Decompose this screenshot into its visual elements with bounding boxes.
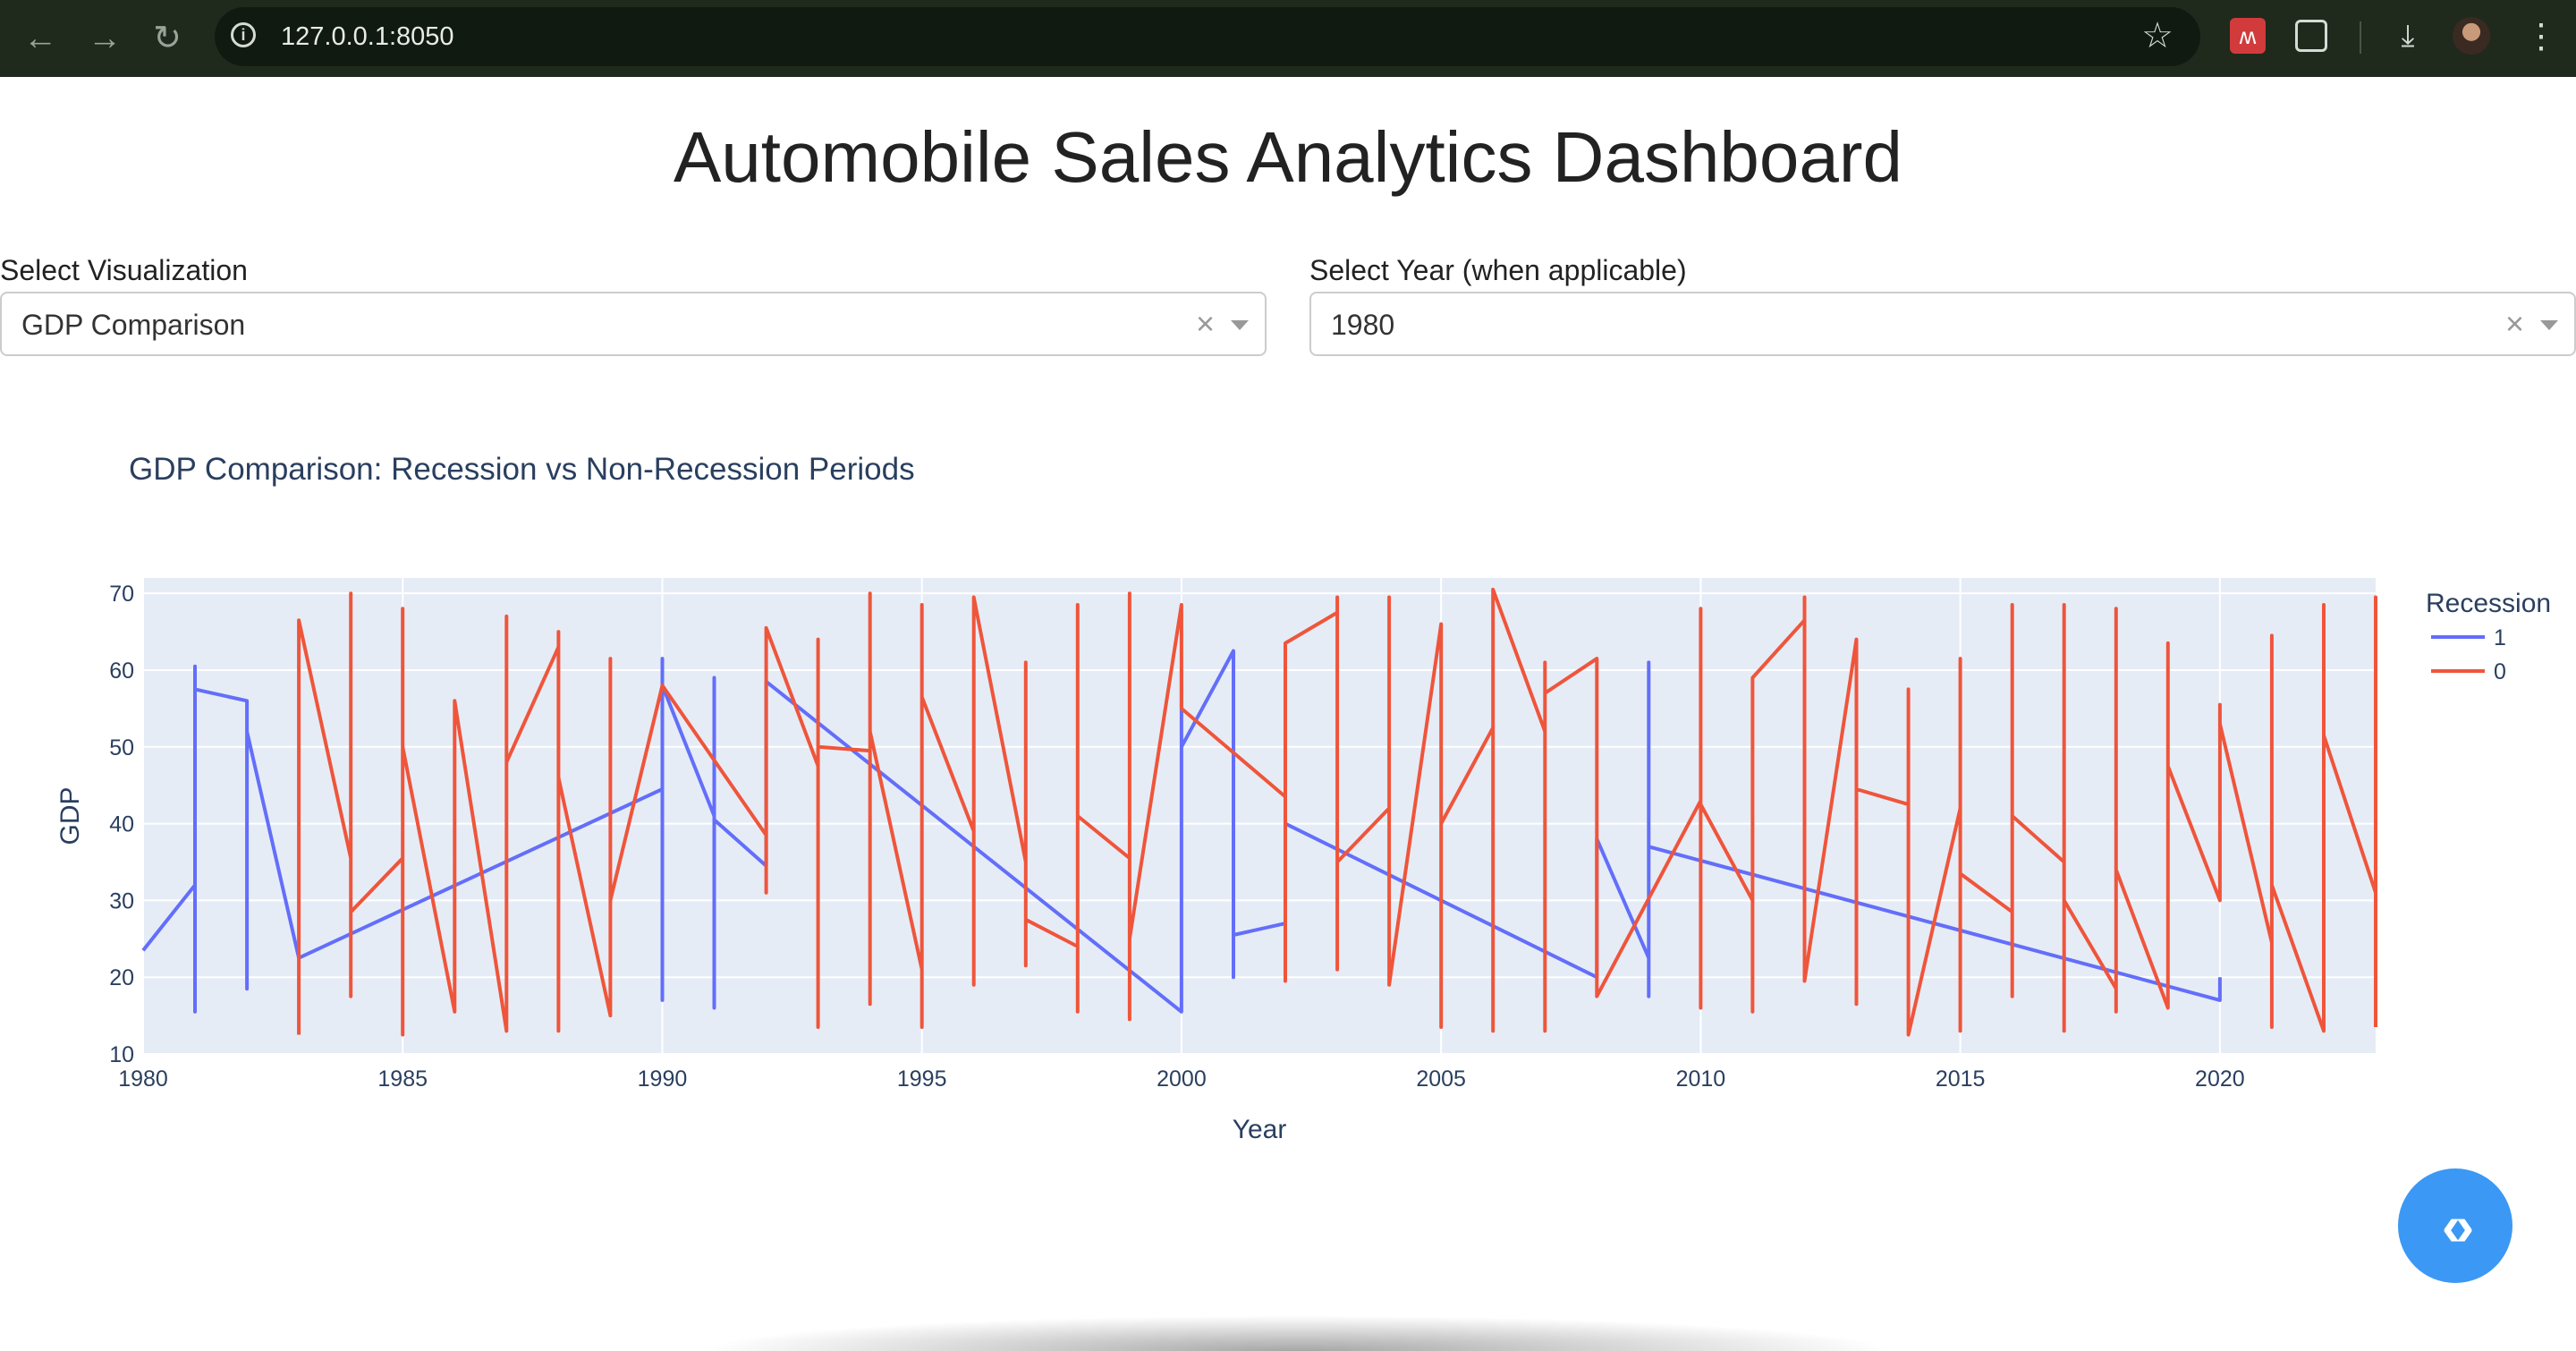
profile-avatar[interactable] [2453,17,2490,55]
legend-item-label: 0 [2494,659,2506,684]
legend-title: Recession [2426,589,2551,618]
x-tick-label: 1995 [897,1066,947,1092]
x-tick-label: 1985 [377,1066,428,1092]
x-tick-label: 1980 [118,1066,168,1092]
series-line-recession-0 [297,587,2377,1037]
chart-series [141,587,2377,1037]
y-tick-label: 10 [109,1042,134,1067]
browser-toolbar: ← → ↻ i 127.0.0.1:8050 ☆ ʍ ⤓ ⋮ [0,0,2576,77]
bookmark-star-icon[interactable]: ☆ [2141,16,2174,55]
clear-icon[interactable]: × [1195,305,1215,342]
chart-axes: 1980 1985 1990 1995 2000 2005 2010 2015 2020 10 20… [109,582,2244,1092]
address-url[interactable]: 127.0.0.1:8050 [281,22,454,51]
y-tick-label: 30 [109,888,134,913]
bottom-shadow [698,1315,1896,1351]
download-icon[interactable]: ⤓ [2401,19,2415,53]
forward-arrow-icon[interactable]: → [88,20,122,57]
back-arrow-icon[interactable]: ← [23,20,57,57]
y-tick-label: 50 [109,735,134,760]
code-toggle-button[interactable]: ‹› [2398,1168,2512,1283]
kebab-menu-icon[interactable]: ⋮ [2524,18,2558,55]
address-bar[interactable]: i 127.0.0.1:8050 ☆ [215,7,2200,66]
year-dropdown[interactable]: 1980 × [1309,292,2576,356]
extension-icon[interactable]: ʍ [2230,18,2266,54]
y-tick-label: 60 [109,659,134,684]
gdp-line-chart: GDP Comparison: Recession vs Non-Recessi… [55,452,2551,1144]
puzzle-extensions-icon[interactable] [2295,20,2327,52]
chart-legend[interactable]: Recession 1 0 [2426,589,2551,684]
y-tick-label: 20 [109,965,134,990]
y-tick-label: 70 [109,582,134,607]
toolbar-divider [2360,21,2361,54]
visualization-dropdown[interactable]: GDP Comparison × [0,292,1267,356]
chevron-down-icon[interactable] [2540,320,2558,330]
x-tick-label: 1990 [638,1066,688,1092]
reload-icon[interactable]: ↻ [153,20,182,57]
x-tick-label: 2020 [2195,1066,2245,1092]
chevron-down-icon[interactable] [1231,320,1249,330]
year-label: Select Year (when applicable) [1309,254,1687,286]
clear-icon[interactable]: × [2504,305,2524,342]
plot-area [143,578,2376,1054]
x-axis-label: Year [1233,1115,1287,1144]
visualization-label: Select Visualization [0,254,248,286]
legend-item-label: 1 [2494,625,2506,650]
y-axis-label: GDP [55,786,85,845]
page-title: Automobile Sales Analytics Dashboard [673,117,1903,197]
year-selected-value: 1980 [1331,309,1395,341]
chart-title: GDP Comparison: Recession vs Non-Recessi… [129,452,915,487]
x-tick-label: 2015 [1936,1066,1986,1092]
x-tick-label: 2000 [1157,1066,1207,1092]
x-tick-label: 2005 [1416,1066,1466,1092]
site-info-icon[interactable]: i [231,22,256,47]
visualization-selected-value: GDP Comparison [21,309,246,341]
x-tick-label: 2010 [1676,1066,1726,1092]
y-tick-label: 40 [109,812,134,837]
